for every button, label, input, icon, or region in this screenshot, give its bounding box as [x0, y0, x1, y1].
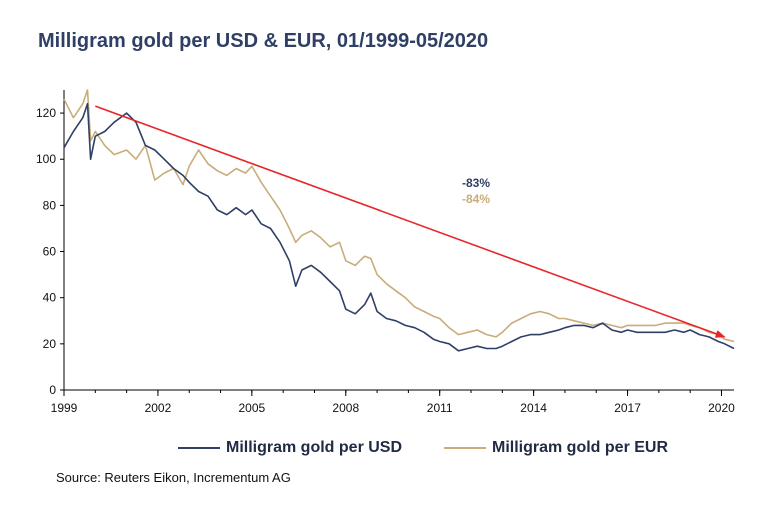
legend-swatch-usd	[178, 447, 220, 449]
x-tick-label: 2020	[708, 401, 735, 415]
legend-swatch-eur	[444, 447, 486, 449]
y-tick-label: 40	[43, 291, 57, 305]
annotation-usd: -83%	[462, 176, 490, 190]
annotation-eur: -84%	[462, 192, 490, 206]
legend-item-usd: Milligram gold per USD	[178, 436, 402, 460]
y-tick-label: 60	[43, 245, 57, 259]
y-tick-label: 0	[49, 383, 56, 397]
chart-title: Milligram gold per USD & EUR, 01/1999-05…	[38, 30, 489, 52]
y-tick-label: 100	[36, 152, 56, 166]
source-note: Source: Reuters Eikon, Incrementum AG	[56, 470, 291, 485]
y-tick-label: 80	[43, 198, 57, 212]
series-line-usd	[63, 103, 735, 352]
trend-arrow	[95, 105, 726, 338]
legend: Milligram gold per USD Milligram gold pe…	[0, 436, 772, 460]
legend-label-usd: Milligram gold per USD	[226, 439, 403, 456]
legend-item-eur: Milligram gold per EUR	[444, 436, 668, 460]
x-tick-label: 1999	[51, 401, 78, 415]
legend-label-eur: Milligram gold per EUR	[492, 439, 669, 456]
line-chart: 0 20 40 60 80 100 120 1999 2002 2005 2008 2011 2014 2…	[36, 89, 735, 415]
x-tick-label: 2002	[145, 401, 172, 415]
y-tick-label: 20	[43, 337, 57, 351]
series-line-eur	[63, 89, 735, 343]
x-tick-label: 2005	[238, 401, 265, 415]
x-tick-label: 2017	[614, 401, 641, 415]
x-tick-label: 2011	[427, 401, 453, 415]
x-tick-label: 2008	[332, 401, 359, 415]
y-tick-label: 120	[36, 106, 56, 120]
x-tick-label: 2014	[520, 401, 547, 415]
